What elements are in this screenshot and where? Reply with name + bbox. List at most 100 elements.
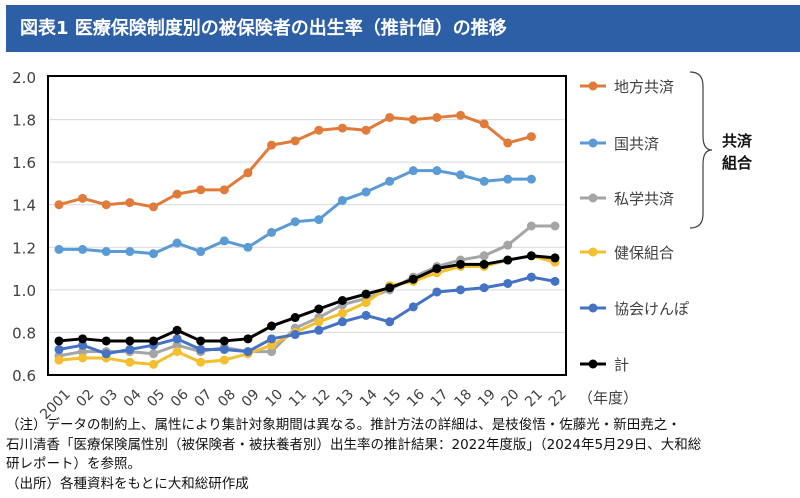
data-point xyxy=(503,138,513,148)
series-line xyxy=(58,254,556,366)
data-point xyxy=(54,200,64,210)
brace-label: 組合 xyxy=(722,154,753,172)
data-point xyxy=(172,340,182,350)
y-tick-label: 0.6 xyxy=(12,367,36,385)
data-point xyxy=(408,115,418,125)
data-point xyxy=(196,185,206,195)
data-point xyxy=(148,359,158,369)
legend-marker xyxy=(588,81,598,91)
data-point xyxy=(361,125,371,135)
data-point xyxy=(54,336,64,346)
x-tick-label: 02 xyxy=(73,386,97,410)
data-point xyxy=(78,340,88,350)
x-axis-label: （年度） xyxy=(578,389,638,407)
note-line: 研レポート）を参照。 xyxy=(6,456,141,472)
data-point xyxy=(314,215,324,225)
data-point xyxy=(196,344,206,354)
data-point xyxy=(148,336,158,346)
data-point xyxy=(54,344,64,354)
legend-marker xyxy=(588,138,598,148)
legend-marker xyxy=(588,359,598,369)
data-point xyxy=(408,302,418,312)
data-point xyxy=(526,221,536,231)
brace-label: 共済 xyxy=(722,132,753,150)
data-point xyxy=(337,123,347,133)
data-point xyxy=(290,217,300,227)
data-point xyxy=(361,310,371,320)
y-tick-label: 0.8 xyxy=(12,324,36,342)
data-point xyxy=(54,355,64,365)
x-tick-label: 07 xyxy=(192,386,216,410)
data-point xyxy=(479,259,489,269)
y-tick-label: 1.0 xyxy=(12,282,36,300)
data-point xyxy=(337,296,347,305)
data-point xyxy=(550,221,560,231)
data-point xyxy=(361,298,371,308)
data-point xyxy=(550,253,560,263)
x-tick-label: 03 xyxy=(97,386,121,410)
data-point xyxy=(456,110,466,120)
data-point xyxy=(101,247,111,257)
data-point xyxy=(196,247,206,257)
data-point xyxy=(526,132,536,142)
y-tick-label: 1.8 xyxy=(12,112,36,130)
data-point xyxy=(78,353,88,363)
data-point xyxy=(78,193,88,203)
data-point xyxy=(101,349,111,359)
data-point xyxy=(172,238,182,248)
data-point xyxy=(219,355,229,365)
data-point xyxy=(219,344,229,354)
data-point xyxy=(267,334,277,344)
data-point xyxy=(125,357,135,367)
data-point xyxy=(408,166,418,176)
x-tick-label: 08 xyxy=(215,386,239,410)
x-tick-label: 19 xyxy=(475,386,499,410)
data-point xyxy=(196,336,206,346)
data-point xyxy=(78,347,88,357)
y-tick-label: 1.4 xyxy=(12,197,36,215)
data-point xyxy=(125,344,135,354)
data-point xyxy=(290,136,300,146)
x-tick-label: 13 xyxy=(333,386,357,410)
data-point xyxy=(148,249,158,259)
data-point xyxy=(479,283,489,293)
legend-label: 計 xyxy=(614,356,629,374)
data-point xyxy=(337,308,347,318)
x-tick-label: 18 xyxy=(451,386,475,410)
data-point xyxy=(172,334,182,344)
data-point xyxy=(432,287,442,297)
brace xyxy=(689,71,713,229)
data-point xyxy=(314,304,324,314)
data-point xyxy=(361,289,371,299)
data-point xyxy=(456,170,466,180)
data-point xyxy=(526,272,536,282)
data-point xyxy=(148,349,158,359)
x-tick-label: 22 xyxy=(546,386,570,410)
x-tick-label: 14 xyxy=(357,386,381,410)
note-line: （注）データの制約上、属性により集計対象期間は異なる。推計方法の詳細は、是枝俊悟… xyxy=(6,417,681,433)
plot-area-border xyxy=(47,75,567,376)
data-point xyxy=(54,244,64,254)
data-point xyxy=(267,340,277,350)
series-line xyxy=(58,224,555,358)
x-tick-label: 12 xyxy=(310,386,334,410)
data-point xyxy=(219,236,229,246)
data-point xyxy=(479,176,489,186)
series-line xyxy=(58,254,556,343)
x-tick-label: 10 xyxy=(262,386,286,410)
data-point xyxy=(314,325,324,335)
data-point xyxy=(196,357,206,367)
data-point xyxy=(432,166,442,176)
data-point xyxy=(290,313,300,323)
legend-label: 健保組合 xyxy=(614,244,674,262)
figure-title: 図表1 医療保険制度別の被保険者の出生率（推計値）の推移 xyxy=(6,5,800,52)
data-point xyxy=(479,119,489,129)
x-tick-label: 05 xyxy=(144,386,168,410)
x-tick-label: 16 xyxy=(404,386,428,410)
data-point xyxy=(125,336,135,346)
x-tick-label: 20 xyxy=(499,386,523,410)
data-point xyxy=(243,168,253,178)
y-tick-label: 1.2 xyxy=(12,239,36,257)
data-point xyxy=(219,185,229,195)
